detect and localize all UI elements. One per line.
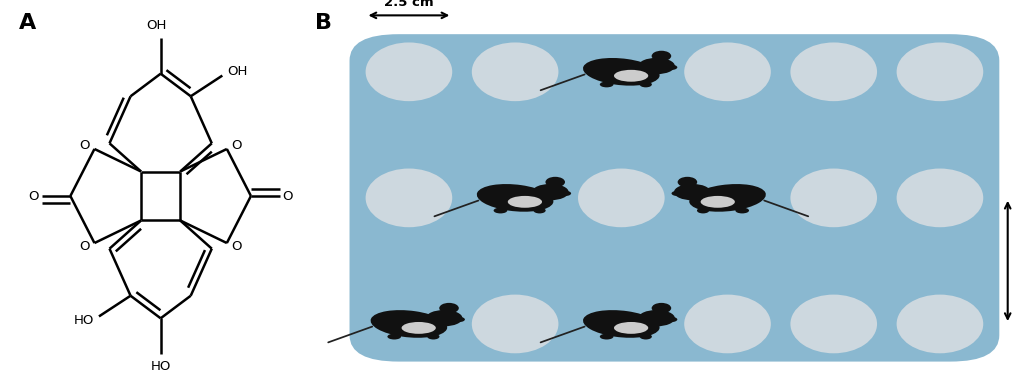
Ellipse shape [684, 295, 770, 353]
Ellipse shape [507, 196, 541, 208]
Ellipse shape [472, 295, 557, 353]
Text: HO: HO [74, 314, 95, 327]
Text: O: O [282, 189, 292, 203]
Ellipse shape [735, 208, 748, 213]
Ellipse shape [401, 322, 435, 334]
Circle shape [439, 303, 459, 314]
Ellipse shape [365, 42, 451, 101]
Ellipse shape [684, 42, 770, 101]
Circle shape [651, 303, 671, 314]
Ellipse shape [387, 334, 400, 339]
Ellipse shape [427, 334, 439, 339]
Text: O: O [29, 189, 39, 203]
Text: O: O [231, 240, 242, 253]
Ellipse shape [700, 196, 734, 208]
Ellipse shape [639, 82, 651, 87]
Ellipse shape [532, 184, 569, 200]
Ellipse shape [896, 169, 982, 227]
Text: O: O [79, 139, 90, 152]
Text: OH: OH [146, 19, 166, 32]
Text: O: O [231, 139, 242, 152]
Text: OH: OH [226, 65, 247, 78]
Ellipse shape [664, 317, 677, 322]
Text: B: B [314, 13, 331, 33]
Text: A: A [19, 13, 37, 33]
Text: HO: HO [151, 360, 170, 373]
Ellipse shape [578, 169, 664, 227]
Ellipse shape [638, 58, 675, 74]
Ellipse shape [370, 310, 446, 338]
Ellipse shape [493, 208, 506, 213]
Ellipse shape [472, 42, 557, 101]
Circle shape [651, 51, 671, 61]
Circle shape [677, 177, 697, 187]
Ellipse shape [689, 184, 765, 212]
Ellipse shape [790, 42, 876, 101]
Ellipse shape [896, 295, 982, 353]
Ellipse shape [599, 334, 612, 339]
Ellipse shape [583, 58, 659, 86]
Ellipse shape [452, 317, 465, 322]
Circle shape [545, 177, 565, 187]
Ellipse shape [671, 191, 683, 196]
Ellipse shape [674, 184, 710, 200]
Ellipse shape [638, 310, 675, 326]
Ellipse shape [696, 208, 708, 213]
Ellipse shape [476, 184, 553, 212]
Ellipse shape [790, 295, 876, 353]
Ellipse shape [425, 310, 462, 326]
FancyBboxPatch shape [350, 34, 999, 361]
Ellipse shape [639, 334, 651, 339]
Ellipse shape [365, 169, 451, 227]
Ellipse shape [583, 310, 659, 338]
Ellipse shape [533, 208, 545, 213]
Ellipse shape [558, 191, 571, 196]
Ellipse shape [664, 65, 677, 70]
Text: 2.5 cm: 2.5 cm [384, 0, 433, 9]
Ellipse shape [613, 70, 648, 82]
Ellipse shape [790, 169, 876, 227]
Text: O: O [79, 240, 90, 253]
Ellipse shape [896, 42, 982, 101]
Ellipse shape [613, 322, 648, 334]
Ellipse shape [599, 82, 612, 87]
